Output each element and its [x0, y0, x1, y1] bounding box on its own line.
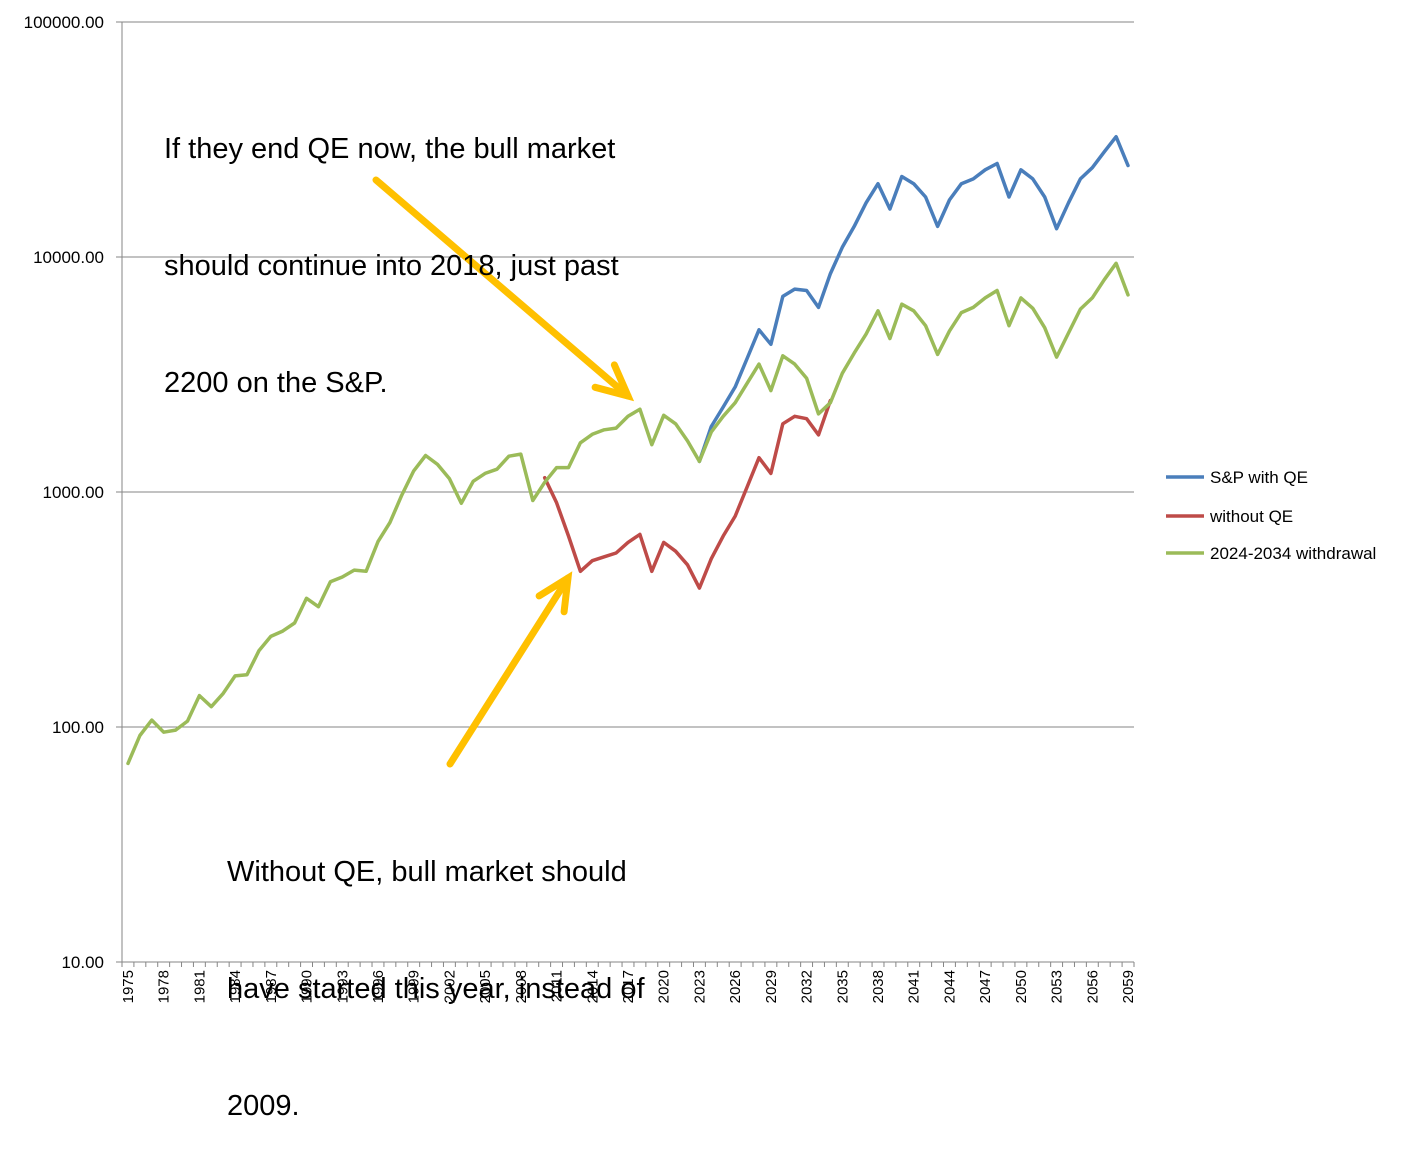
annotation-line: Without QE, bull market should [227, 856, 627, 888]
chart-area: 10.00 100.00 1000.00 10000.00 100000.00 1975… [24, 13, 1377, 1003]
x-tick-label: 1999 [406, 970, 423, 1003]
y-tick-label: 100000.00 [24, 13, 104, 32]
arrow-qe-end [372, 176, 635, 402]
x-tick-label: 1996 [370, 970, 387, 1003]
x-tick-label: 1978 [156, 970, 173, 1003]
x-axis-ticks: 1975 1978 1981 1984 1987 1990 1993 1996 1999 2002… [120, 962, 1137, 1003]
x-tick-label: 2056 [1084, 970, 1101, 1003]
x-tick-label: 2047 [977, 970, 994, 1003]
y-tick-label: 10000.00 [33, 248, 104, 267]
annotation-line: 2200 on the S&P. [164, 367, 388, 399]
x-tick-label: 1987 [263, 970, 280, 1003]
x-tick-label: 2032 [799, 970, 816, 1003]
arrow-head [535, 571, 573, 616]
legend-item: without QE [1166, 507, 1293, 526]
x-tick-label: 1990 [299, 970, 316, 1003]
series-line [697, 134, 1130, 464]
annotation-arrows [372, 176, 635, 768]
x-tick-label: 2011 [549, 970, 566, 1002]
x-tick-label: 2044 [941, 970, 958, 1003]
series-lines [126, 134, 1130, 766]
x-tick-label: 2017 [620, 970, 637, 1003]
annotation-without-qe: Without QE, bull market should have star… [227, 775, 645, 1165]
x-tick-label: 1984 [227, 970, 244, 1003]
x-tick-label: 2029 [763, 970, 780, 1003]
annotation-line: If they end QE now, the bull market [164, 133, 616, 165]
x-tick-label: 2023 [691, 970, 708, 1003]
arrow-shaft [372, 176, 632, 400]
x-tick-label: 2035 [834, 970, 851, 1003]
y-tick-label: 10.00 [61, 953, 104, 972]
x-tick-label: 2059 [1120, 970, 1137, 1003]
legend-label: 2024-2034 withdrawal [1210, 544, 1376, 563]
legend-item: 2024-2034 withdrawal [1166, 544, 1376, 563]
legend-label: without QE [1209, 507, 1293, 526]
x-tick-label: 2041 [906, 970, 923, 1003]
series-line [542, 398, 833, 590]
legend-item: S&P with QE [1166, 468, 1308, 487]
annotation-line: 2009. [227, 1090, 300, 1122]
legend-label: S&P with QE [1210, 468, 1308, 487]
y-tick-label: 1000.00 [43, 483, 104, 502]
x-tick-label: 1975 [120, 970, 137, 1003]
x-tick-label: 2050 [1013, 970, 1030, 1003]
x-tick-label: 2014 [584, 970, 601, 1003]
arrow-shaft [446, 574, 572, 768]
arrow-head [591, 361, 635, 402]
arrow-without-qe [446, 571, 573, 768]
annotation-qe-end: If they end QE now, the bull market shou… [164, 52, 619, 442]
y-axis-ticks: 10.00 100.00 1000.00 10000.00 100000.00 [24, 13, 122, 972]
series-line [126, 261, 1130, 766]
x-tick-label: 2020 [656, 970, 673, 1003]
legend: S&P with QE without QE 2024-2034 withdrawa… [1166, 468, 1376, 563]
x-tick-label: 2053 [1049, 970, 1066, 1003]
x-tick-label: 2026 [727, 970, 744, 1003]
x-tick-label: 2002 [441, 970, 458, 1003]
x-tick-label: 2005 [477, 970, 494, 1003]
x-tick-label: 2008 [513, 970, 530, 1003]
x-tick-label: 2038 [870, 970, 887, 1003]
gridlines [122, 21, 1134, 728]
annotation-line: have started this year, instead of [227, 973, 645, 1005]
x-tick-label: 1981 [191, 970, 208, 1003]
y-tick-label: 100.00 [52, 718, 104, 737]
annotation-line: should continue into 2018, just past [164, 250, 619, 282]
x-tick-label: 1993 [334, 970, 351, 1003]
